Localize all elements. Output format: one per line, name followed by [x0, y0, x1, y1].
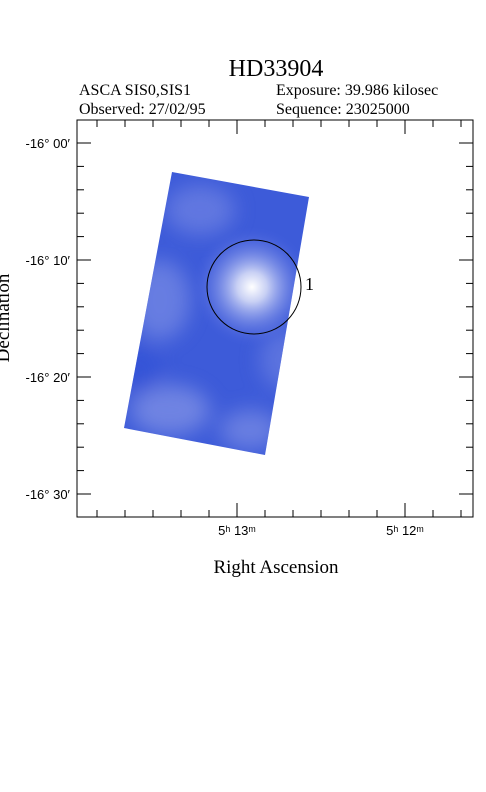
x-tick-label: 5ʰ 13ᵐ: [218, 523, 256, 538]
y-tick-label: -16° 30′: [26, 487, 71, 502]
source-label: 1: [305, 274, 314, 294]
y-tick-label: -16° 20′: [26, 370, 71, 385]
exposure: Exposure: 39.986 kilosec: [276, 82, 438, 99]
axis-ticks: [77, 120, 473, 517]
instrument: ASCA SIS0,SIS1: [79, 82, 191, 99]
title: HD33904: [229, 56, 324, 82]
y-tick-label: -16° 10′: [26, 253, 71, 268]
x-tick-label: 5ʰ 12ᵐ: [386, 523, 424, 538]
sky-image: [124, 172, 309, 455]
x-axis-label: Right Ascension: [213, 557, 339, 578]
y-axis-label: Declination: [0, 273, 14, 362]
plot-frame: [76, 119, 474, 518]
sequence: Sequence: 23025000: [276, 101, 410, 118]
source-region: [206, 239, 302, 335]
y-tick-label: -16° 00′: [26, 136, 71, 151]
observed: Observed: 27/02/95: [79, 101, 206, 118]
